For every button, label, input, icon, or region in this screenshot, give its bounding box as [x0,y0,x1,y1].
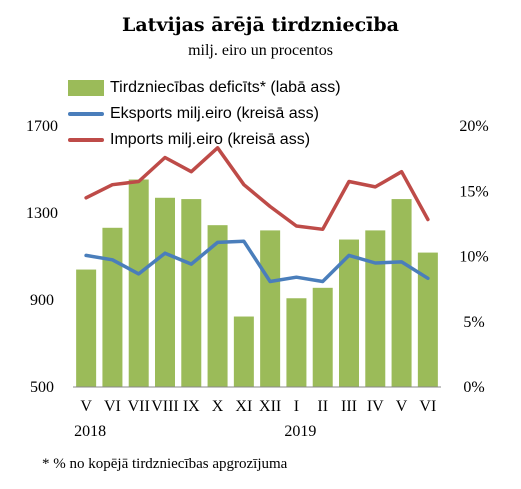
left-tick-label: 500 [30,379,54,396]
legend-item-export: Eksports milj.eiro (kreisā ass) [68,103,319,125]
bar-deficit [207,225,228,387]
x-tick-label: I [294,398,299,415]
year-label: 2018 [74,423,106,440]
x-tick-label: VI [104,398,121,415]
year-label: 2019 [284,423,316,440]
right-tick-label: 10% [459,249,488,266]
bar-deficit [76,269,97,387]
x-tick-label: VII [128,398,150,415]
bar-deficit [181,199,202,387]
bar-deficit [155,197,175,387]
bar-deficit [128,179,149,387]
bar-deficit [260,230,281,387]
line-export [84,239,430,284]
line-import [84,146,430,232]
right-tick-label: 15% [459,183,488,200]
x-tick-label: XII [259,398,281,415]
chart-subtitle: milj. eiro un procentos [188,42,333,59]
x-tick-label: IX [183,398,200,415]
left-tick-label: 1300 [26,205,58,222]
x-tick-label: VIII [151,398,179,415]
bar-deficit [312,287,333,387]
x-tick-label: II [317,398,328,415]
bar-deficit [233,316,254,387]
x-tick-label: X [212,398,224,415]
x-tick-label: XI [235,398,252,415]
right-tick-label: 0% [463,379,484,396]
legend-label-export: Eksports milj.eiro (kreisā ass) [110,105,319,122]
legend-swatch-import [68,138,104,142]
legend-swatch-export [68,112,104,116]
x-tick-label: V [396,398,408,415]
right-tick-label: 5% [463,314,484,331]
legend-label-deficit: Tirdzniecības deficīts* (labā ass) [110,79,341,96]
legend-swatch-deficit [68,80,104,96]
x-tick-label: VI [419,398,436,415]
bar-deficit [102,227,123,387]
left-tick-label: 900 [30,292,54,309]
bar-deficit [365,230,386,387]
bar-deficit [391,199,412,387]
bar-deficit [417,252,438,387]
chart-title: Latvijas ārējā tirdzniecība [122,14,399,36]
footnote: * % no kopējā tirdzniecības apgrozījuma [42,456,288,472]
legend-item-import: Imports milj.eiro (kreisā ass) [68,129,310,151]
x-tick-label: V [80,398,92,415]
left-tick-label: 1700 [26,118,58,135]
x-tick-label: IV [367,398,384,415]
legend-item-deficit: Tirdzniecības deficīts* (labā ass) [68,77,341,99]
right-tick-label: 20% [459,118,488,135]
legend-label-import: Imports milj.eiro (kreisā ass) [110,131,311,148]
x-tick-label: III [341,398,357,415]
bar-deficit [339,239,359,387]
bar-deficit [286,298,307,387]
